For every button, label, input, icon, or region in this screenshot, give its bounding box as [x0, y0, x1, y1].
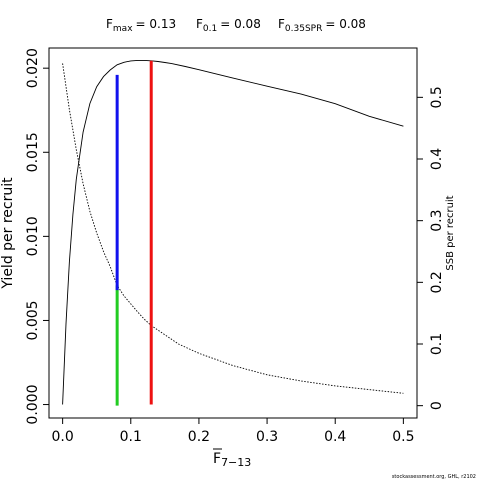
x-axis-label-sub: 7−13: [221, 456, 251, 469]
title-fmax-name: F: [106, 17, 113, 31]
yield-per-recruit-line: [62, 59, 404, 405]
y2-tick-label: 0.5: [429, 86, 445, 108]
title-f035spr-name: F: [278, 17, 285, 31]
title-f01: F0.1 = 0.08: [196, 17, 261, 34]
x-tick-label: 0.4: [324, 429, 346, 445]
title-fmax-sub: max: [113, 24, 133, 34]
series-layer: [62, 59, 404, 405]
title-f01-value: = 0.08: [220, 17, 261, 31]
y-axis-label: Yield per recruit: [0, 177, 16, 290]
title-f01-name: F: [196, 17, 203, 31]
x-tick-label: 0.3: [256, 429, 278, 445]
y2-tick-label: 0.1: [429, 333, 445, 355]
chart-title: Fmax = 0.13 F0.1 = 0.08 F0.35SPR = 0.08: [106, 17, 366, 34]
reference-lines: [115, 60, 153, 406]
y-tick-label: 0.000: [25, 384, 41, 424]
y-tick-label: 0.005: [25, 300, 41, 340]
title-fmax-value: = 0.13: [136, 17, 177, 31]
y-axis-left: 0.000 0.005 0.010 0.015 0.020: [25, 48, 49, 425]
x-tick-label: 0.2: [188, 429, 210, 445]
y2-tick-label: 0.3: [429, 210, 445, 232]
ssb-per-recruit-line: [62, 63, 404, 394]
plot-frame: [48, 47, 418, 419]
y2-tick-label: 0.2: [429, 271, 445, 293]
y2-axis-label: SSB per recruit: [445, 195, 456, 270]
y-axis-right: 0 0.1 0.2 0.3 0.4 0.5: [417, 86, 445, 410]
x-tick-label: 0.0: [51, 429, 73, 445]
x-tick-label: 0.5: [392, 429, 414, 445]
x-axis-label: F7−13: [213, 451, 251, 469]
y-tick-label: 0.015: [25, 132, 41, 172]
title-f01-sub: 0.1: [203, 24, 217, 34]
title-f035spr: F0.35SPR = 0.08: [278, 17, 366, 34]
x-axis: 0.0 0.1 0.2 0.3 0.4 0.5: [51, 418, 415, 445]
title-f035spr-value: = 0.08: [325, 17, 366, 31]
x-tick-label: 0.1: [120, 429, 142, 445]
y-tick-label: 0.010: [25, 216, 41, 256]
x-axis-label-main: F: [213, 451, 221, 467]
y-tick-label: 0.020: [25, 48, 41, 88]
y2-tick-label: 0: [429, 401, 445, 410]
title-fmax: Fmax = 0.13: [106, 17, 176, 34]
title-f035spr-sub: 0.35SPR: [285, 24, 322, 34]
credit-text: stockassessment.org, GHL, r2102: [392, 474, 476, 480]
y2-tick-label: 0.4: [429, 148, 445, 170]
